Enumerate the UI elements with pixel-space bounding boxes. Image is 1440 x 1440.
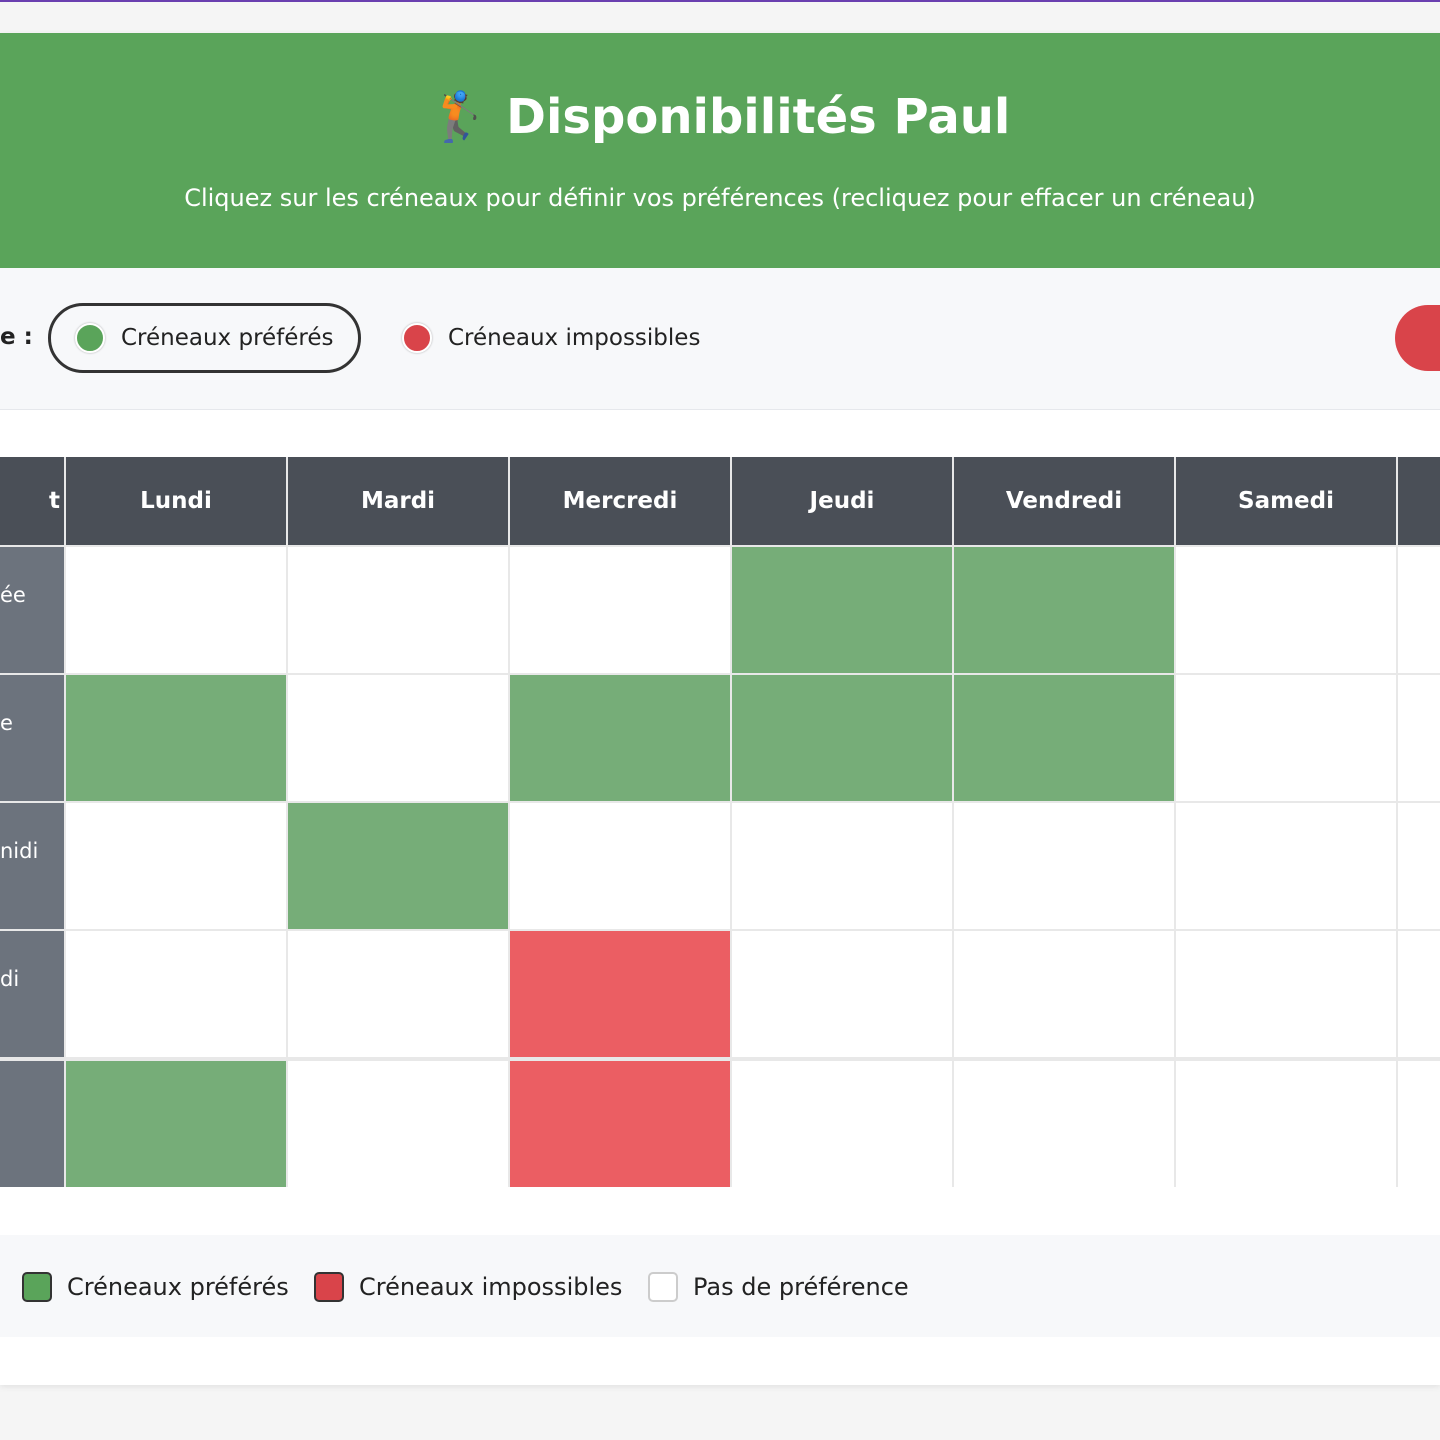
legend-label: Créneaux impossibles — [359, 1273, 623, 1301]
slot-cell[interactable] — [510, 803, 730, 929]
slot-cell[interactable] — [1176, 1061, 1396, 1187]
slot-cell[interactable] — [288, 931, 508, 1057]
slot-cell[interactable] — [1398, 675, 1440, 801]
mode-dot — [75, 323, 105, 353]
mode-button-label: Créneaux impossibles — [448, 325, 701, 351]
day-header: Vendredi — [954, 457, 1174, 545]
slot-cell[interactable] — [1176, 547, 1396, 673]
corner-header: t — [0, 457, 64, 545]
slot-cell[interactable] — [954, 675, 1174, 801]
slot-cell[interactable] — [288, 803, 508, 929]
row-label: nidi — [0, 803, 64, 929]
mode-bar — [0, 268, 1440, 410]
mode-label: e : — [0, 324, 33, 350]
legend-swatch — [22, 1272, 52, 1302]
schedule-grid: t Lundi Mardi Mercredi Jeudi Vendredi Samedi ée… — [0, 457, 1440, 1187]
slot-cell[interactable] — [510, 1061, 730, 1187]
day-header: Jeudi — [732, 457, 952, 545]
legend-label: Pas de préférence — [693, 1273, 909, 1301]
slot-cell[interactable] — [1398, 547, 1440, 673]
day-header: Samedi — [1176, 457, 1396, 545]
slot-cell[interactable] — [66, 803, 286, 929]
legend-swatch — [648, 1272, 678, 1302]
title: 🏌️ Disponibilités Paul — [429, 89, 1011, 145]
slot-cell[interactable] — [510, 547, 730, 673]
slot-cell[interactable] — [288, 675, 508, 801]
slot-cell[interactable] — [1398, 931, 1440, 1057]
row-label: di — [0, 931, 64, 1057]
slot-cell[interactable] — [510, 675, 730, 801]
slot-cell[interactable] — [732, 803, 952, 929]
clear-button[interactable] — [1395, 305, 1440, 371]
top-line — [0, 0, 1440, 2]
legend-swatch — [314, 1272, 344, 1302]
slot-cell[interactable] — [1398, 1061, 1440, 1187]
slot-cell[interactable] — [732, 675, 952, 801]
slot-cell[interactable] — [1176, 931, 1396, 1057]
row-label: e — [0, 675, 64, 801]
day-header — [1398, 457, 1440, 545]
mode-button[interactable]: Créneaux impossibles — [380, 303, 722, 373]
day-header: Mardi — [288, 457, 508, 545]
row-label: ée — [0, 547, 64, 673]
slot-cell[interactable] — [954, 1061, 1174, 1187]
slot-cell[interactable] — [288, 1061, 508, 1187]
slot-cell[interactable] — [66, 547, 286, 673]
slot-cell[interactable] — [66, 675, 286, 801]
mode-button[interactable]: Créneaux préférés — [48, 303, 361, 373]
slot-cell[interactable] — [732, 1061, 952, 1187]
slot-cell[interactable] — [954, 547, 1174, 673]
legend-label: Créneaux préférés — [67, 1273, 289, 1301]
slot-cell[interactable] — [1176, 675, 1396, 801]
slot-cell[interactable] — [510, 931, 730, 1057]
slot-cell[interactable] — [66, 931, 286, 1057]
header — [0, 33, 1440, 268]
slot-cell[interactable] — [288, 547, 508, 673]
day-header: Mercredi — [510, 457, 730, 545]
mode-dot — [402, 323, 432, 353]
slot-cell[interactable] — [954, 803, 1174, 929]
slot-cell[interactable] — [732, 931, 952, 1057]
legend-bar — [0, 1235, 1440, 1337]
slot-cell[interactable] — [954, 931, 1174, 1057]
slot-cell[interactable] — [1176, 803, 1396, 929]
slot-cell[interactable] — [732, 547, 952, 673]
slot-cell[interactable] — [66, 1061, 286, 1187]
slot-cell[interactable] — [1398, 803, 1440, 929]
mode-button-label: Créneaux préférés — [121, 325, 334, 351]
row-label — [0, 1061, 64, 1187]
subtitle: Cliquez sur les créneaux pour définir vo… — [184, 184, 1256, 212]
day-header: Lundi — [66, 457, 286, 545]
